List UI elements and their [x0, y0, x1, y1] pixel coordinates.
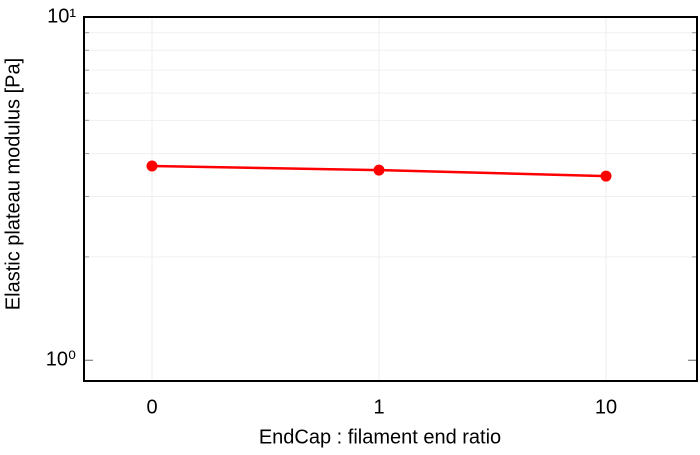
x-tick-label: 10 [595, 396, 617, 418]
x-tick-label: 1 [373, 396, 384, 418]
data-point [373, 164, 385, 176]
y-tick-label: 10¹ [47, 5, 76, 27]
y-axis-label: Elastic plateau modulus [Pa] [2, 58, 24, 310]
plot-frame [83, 16, 698, 382]
data-point [600, 170, 612, 182]
y-tick-label: 10⁰ [46, 349, 76, 371]
data-point [146, 160, 158, 172]
x-tick-label: 0 [146, 396, 157, 418]
x-axis-label: EndCap : filament end ratio [259, 426, 501, 448]
